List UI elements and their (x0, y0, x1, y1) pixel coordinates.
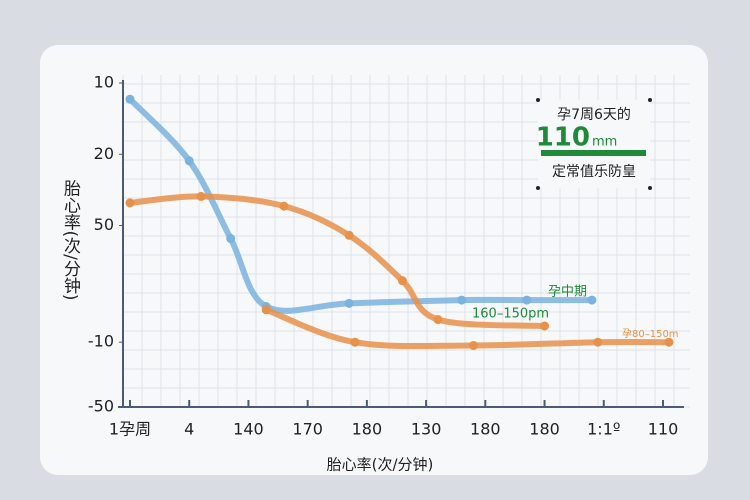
annotation-value: 110 (536, 123, 590, 153)
grid (122, 75, 690, 408)
point (279, 201, 289, 211)
corner-dot (648, 98, 652, 102)
point (350, 337, 360, 347)
point (226, 234, 236, 244)
x-title: 胎心率(次/分钟) (327, 456, 434, 474)
y-tick-label: -50 (88, 397, 114, 416)
annotation-bar (541, 150, 646, 156)
point (184, 156, 194, 166)
annotation-unit: mm (592, 135, 617, 150)
annotation-line3: 定常值乐防皇 (552, 164, 636, 180)
y-title: 胎心率(次/分钟) (60, 179, 81, 300)
point (261, 305, 271, 315)
series-line (127, 96, 595, 314)
plot: 孕中期 160–150pm 孕80–150m (125, 94, 679, 350)
x-tick-label: 180 (352, 420, 383, 439)
x-tick-label: 180 (529, 420, 560, 439)
series-label: 160–150pm (472, 307, 549, 322)
point (468, 340, 478, 350)
y-tick-label: 20 (94, 144, 114, 163)
corner-dot (536, 186, 540, 190)
x-tick-label: 1:1º (587, 420, 620, 439)
series-label: 孕80–150m (622, 328, 679, 340)
point (457, 295, 467, 305)
x-tick-label: 180 (470, 420, 501, 439)
point (344, 230, 354, 240)
series-label: 孕中期 (548, 285, 587, 300)
point (125, 94, 135, 104)
point (593, 337, 603, 347)
point (664, 337, 674, 347)
y-tick-label: 10 (94, 73, 114, 92)
point (125, 198, 135, 208)
point (196, 191, 206, 201)
x-tick-label: 170 (292, 420, 323, 439)
corner-dot (648, 186, 652, 190)
point (433, 315, 443, 325)
annotation-bg (538, 100, 650, 188)
point (540, 321, 550, 331)
y-tick-label: 50 (94, 215, 114, 234)
corner-dot (536, 98, 540, 102)
annotation-box: 孕7周6天的 110 mm 定常值乐防皇 (536, 98, 652, 190)
annotation-line1: 孕7周6天的 (557, 107, 631, 123)
x-tick-label: 110 (648, 420, 679, 439)
x-tick-label: 1孕周 (109, 420, 151, 439)
point (587, 295, 597, 305)
x-tick-label: 130 (411, 420, 442, 439)
point (397, 276, 407, 286)
point (344, 298, 354, 308)
point (522, 295, 532, 305)
y-tick-label: -10 (88, 332, 114, 351)
x-tick-label: 4 (184, 420, 194, 439)
x-tick-label: 140 (233, 420, 264, 439)
